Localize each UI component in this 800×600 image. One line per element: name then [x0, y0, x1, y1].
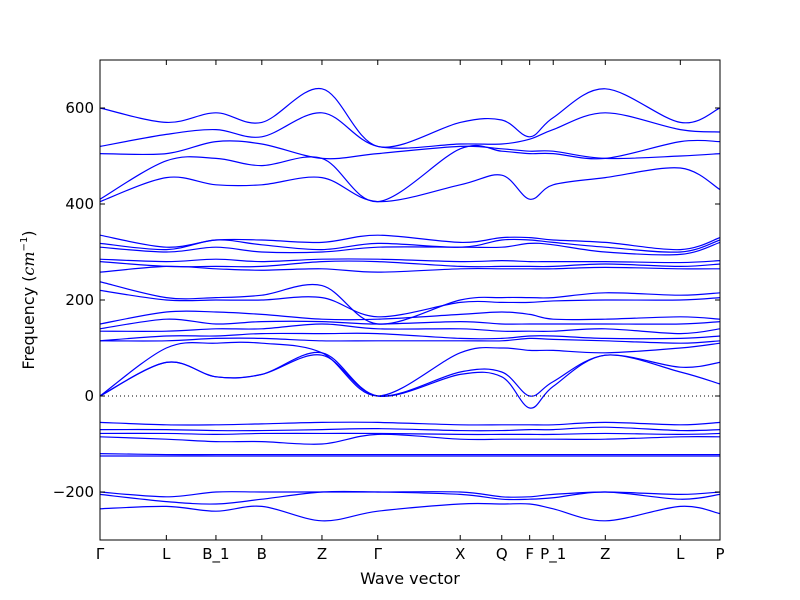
- x-tick-label: Q: [496, 545, 508, 563]
- band-line-19: [100, 341, 720, 397]
- band-line-2: [100, 112, 720, 149]
- band-line-1: [100, 88, 720, 148]
- band-line-11: [100, 265, 720, 273]
- x-tick-label: P: [715, 545, 724, 563]
- y-axis-label-close: ): [19, 230, 38, 236]
- x-tick-label: L: [162, 545, 171, 563]
- x-tick-label: L: [676, 545, 685, 563]
- y-axis-label: Frequency (cm−1): [19, 230, 38, 369]
- tick-layer: −200 0 200 400 600 Γ L B_1 B Z Γ X Q F P_1 Z L P: [53, 60, 725, 564]
- band-line-21: [100, 351, 720, 409]
- series-layer: [100, 88, 720, 522]
- y-axis-unit-exponent: −1: [19, 237, 30, 252]
- x-tick-label: Γ: [96, 545, 105, 563]
- band-line-30: [100, 502, 720, 522]
- band-line-17: [100, 332, 720, 342]
- y-tick-label: −200: [53, 483, 94, 501]
- x-tick-label: Z: [600, 545, 610, 563]
- x-tick-label: B: [257, 545, 267, 563]
- x-tick-label: B_1: [202, 545, 229, 564]
- band-line-23: [100, 426, 720, 432]
- x-axis-label: Wave vector: [360, 569, 460, 588]
- y-tick-label: 200: [65, 291, 94, 309]
- band-line-22: [100, 421, 720, 426]
- band-line-18: [100, 337, 720, 344]
- band-line-24: [100, 432, 720, 436]
- band-line-8: [100, 241, 720, 256]
- band-line-16: [100, 323, 720, 335]
- band-line-12: [100, 281, 720, 325]
- band-line-9: [100, 258, 720, 264]
- band-line-14: [100, 310, 720, 325]
- x-tick-label: Γ: [374, 545, 383, 563]
- x-tick-label: X: [455, 545, 465, 563]
- y-tick-label: 600: [65, 99, 94, 117]
- y-tick-label: 400: [65, 195, 94, 213]
- band-line-4: [100, 139, 720, 203]
- band-line-26: [100, 453, 720, 456]
- band-line-13: [100, 289, 720, 318]
- band-line-25: [100, 433, 720, 445]
- band-line-10: [100, 260, 720, 268]
- x-tick-label: F: [525, 545, 534, 563]
- band-line-5: [100, 167, 720, 203]
- band-line-15: [100, 318, 720, 330]
- y-axis-unit: cm: [19, 251, 38, 275]
- band-line-29: [100, 490, 720, 505]
- x-tick-label: P_1: [540, 545, 566, 564]
- y-tick-label: 0: [84, 387, 94, 405]
- x-tick-label: Z: [317, 545, 327, 563]
- y-axis-label-text: Frequency: [19, 287, 38, 370]
